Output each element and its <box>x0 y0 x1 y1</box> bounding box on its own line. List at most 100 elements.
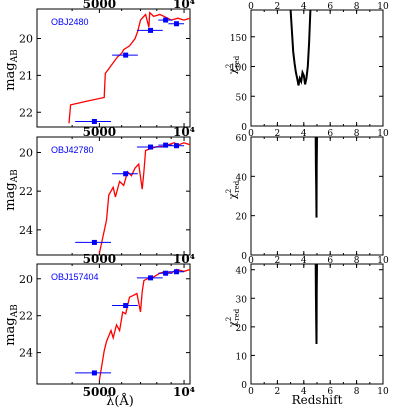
x-tick-label: 2 <box>275 387 281 397</box>
y-tick-label: 22 <box>19 310 33 323</box>
svg-text:magAB: magAB <box>3 304 20 346</box>
chi2-curve <box>289 10 312 86</box>
object-label: OBJ157404 <box>51 272 99 282</box>
y-tick-label: 40 <box>236 173 248 183</box>
chi2-panel-2: 0 2 4 6 8 10 0 20 40 60 <box>236 129 389 262</box>
photometry-point <box>148 144 154 150</box>
plot-area <box>314 264 318 345</box>
photometry-point <box>91 370 97 376</box>
x-tick-label: 0 <box>248 387 254 397</box>
x-tick-label: 10⁴ <box>173 385 195 399</box>
svg-text:χ2red: χ2red <box>225 55 241 74</box>
plot-area <box>75 268 190 381</box>
svg-text:χ2red: χ2red <box>225 180 241 199</box>
y-tick-label: 50 <box>236 93 248 103</box>
y-tick-label: 24 <box>19 224 33 237</box>
sed-panel-3: 5000 5000 10⁴ 10⁴ 20 22 24 OBJ157404 <box>19 252 195 399</box>
x-tick-label: 10⁴ <box>173 252 195 266</box>
model-sed-line <box>98 142 190 254</box>
y-tick-label: 0 <box>241 252 247 262</box>
x-tick-label: 10⁴ <box>173 125 195 139</box>
photometry-point <box>91 118 97 124</box>
panel-frame <box>36 136 191 256</box>
photometry-point <box>173 21 179 27</box>
sed-panel-2: 5000 10⁴ 20 22 24 OBJ42780 <box>19 125 195 256</box>
x-tick-label: 10 <box>377 129 389 139</box>
y-tick-label: 60 <box>236 134 248 144</box>
y-tick-label: 10 <box>236 352 248 362</box>
x-tick-label: 0 <box>248 129 254 139</box>
photometry-point <box>163 17 169 23</box>
x-tick-label: 4 <box>301 387 307 397</box>
x-tick-label: 5000 <box>83 252 116 266</box>
right-xlabel: Redshift <box>292 393 343 407</box>
object-label: OBJ42780 <box>51 145 94 155</box>
x-tick-label: 2 <box>275 129 281 139</box>
sed-panel-1: 5000 10⁴ 20 21 22 OBJ2480 <box>19 0 195 128</box>
svg-text:χ2red: χ2red <box>225 308 241 327</box>
right-ylabel-middle: χ2red <box>225 180 241 199</box>
photometry-point <box>148 27 154 33</box>
y-tick-label: 20 <box>19 146 33 159</box>
x-tick-label: 10 <box>377 256 389 266</box>
x-tick-label: 0 <box>248 2 254 12</box>
y-tick-label: 100 <box>230 64 247 74</box>
plot-area <box>289 10 312 86</box>
panel-frame <box>250 9 384 127</box>
y-tick-label: 22 <box>19 185 33 198</box>
x-tick-label: 10 <box>377 387 389 397</box>
right-ylabel-top: χ2red <box>225 55 241 74</box>
chi2-curve <box>314 264 318 345</box>
photometry-point <box>123 171 129 177</box>
photometry-point <box>123 303 129 309</box>
left-xlabel: λ(Å) <box>106 393 134 409</box>
y-tick-label: 40 <box>236 267 248 277</box>
x-tick-label: 10 <box>377 2 389 12</box>
x-tick-label: 8 <box>354 387 360 397</box>
y-tick-label: 20 <box>19 33 33 46</box>
y-tick-label: 20 <box>19 273 33 286</box>
plot-area <box>68 11 190 124</box>
x-tick-label: 2 <box>275 2 281 12</box>
y-tick-label: 24 <box>19 347 33 360</box>
x-tick-label: 8 <box>354 129 360 139</box>
photometry-point <box>123 52 129 58</box>
x-tick-label: 10⁴ <box>173 0 195 11</box>
photometry-point <box>91 239 97 245</box>
x-tick-label: 6 <box>327 129 333 139</box>
x-tick-label: 8 <box>354 2 360 12</box>
x-tick-label: 5000 <box>83 385 116 399</box>
photometry-point <box>173 143 179 149</box>
y-tick-label: 22 <box>19 106 33 119</box>
y-tick-label: 30 <box>236 295 248 305</box>
x-tick-label: 6 <box>327 256 333 266</box>
x-tick-label: 4 <box>301 129 307 139</box>
x-tick-label: 4 <box>301 2 307 12</box>
y-tick-label: 20 <box>236 213 248 223</box>
x-tick-label: 6 <box>327 387 333 397</box>
y-tick-label: 20 <box>236 324 248 334</box>
photometry-point <box>163 142 169 148</box>
x-tick-label: 5000 <box>83 0 116 11</box>
photometry-point <box>173 269 179 275</box>
plot-area <box>75 142 190 254</box>
x-tick-label: 2 <box>275 256 281 266</box>
y-tick-label: 21 <box>19 69 33 82</box>
model-sed-line <box>68 11 190 124</box>
y-tick-label: 0 <box>241 381 247 391</box>
y-tick-label: 150 <box>230 34 247 44</box>
svg-text:magAB: magAB <box>3 169 20 211</box>
chi2-curve <box>314 137 318 218</box>
left-ylabel-middle: magAB <box>3 169 20 211</box>
x-tick-label: 8 <box>354 256 360 266</box>
panel-frame <box>36 263 191 385</box>
y-tick-label: 0 <box>241 123 247 133</box>
right-ylabel-bottom: χ2red <box>225 308 241 327</box>
photometry-point <box>163 270 169 276</box>
model-sed-line <box>98 268 190 381</box>
object-label: OBJ2480 <box>51 17 89 27</box>
x-tick-label: 4 <box>301 256 307 266</box>
